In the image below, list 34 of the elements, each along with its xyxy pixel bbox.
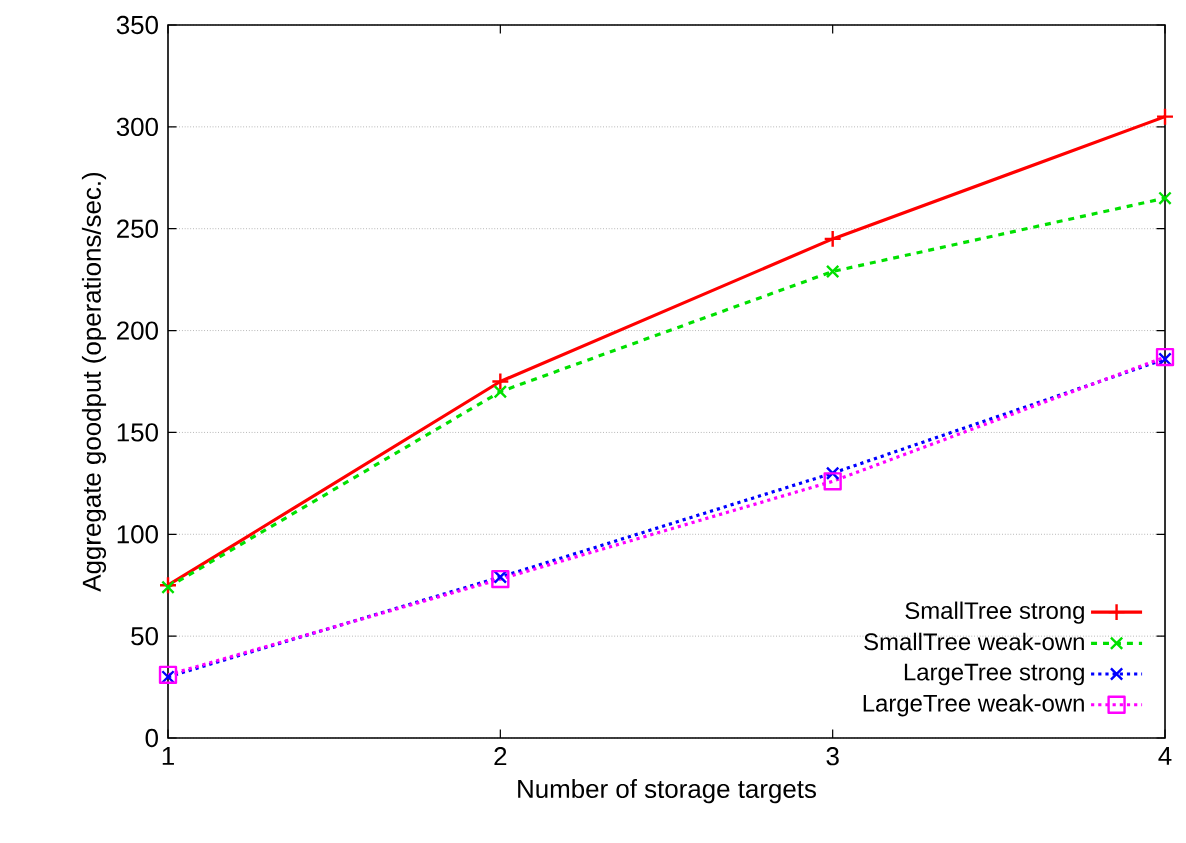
x-tick-label: 1 (162, 747, 174, 765)
y-axis-title: Aggregate goodput (operations/sec.) (81, 172, 107, 592)
y-tick-label: 200 (117, 321, 158, 340)
y-tick-label: 150 (117, 423, 158, 442)
x-tick-label: 4 (1158, 747, 1172, 765)
point (493, 570, 508, 584)
point (493, 384, 508, 399)
point (491, 372, 510, 391)
point (158, 576, 178, 595)
y-tick-label: 250 (117, 219, 158, 238)
legend-label: LargeTree strong (904, 663, 1084, 686)
y-tick-label: 100 (117, 525, 158, 544)
point (823, 472, 842, 491)
point (823, 229, 842, 249)
point (825, 264, 840, 279)
y-tick-label: 50 (131, 626, 158, 646)
point (491, 569, 510, 589)
point (825, 466, 840, 480)
point (1158, 352, 1172, 366)
x-tick-label: 2 (494, 747, 507, 766)
point (161, 670, 175, 684)
x-axis-title: Number of storage targets (518, 779, 816, 804)
point (158, 665, 178, 685)
legend-label: SmallTree weak-own (864, 632, 1084, 651)
point (161, 580, 175, 595)
legend-label: SmallTree strong (905, 601, 1084, 624)
point (1155, 107, 1175, 126)
legend-label: LargeTree weak-own (863, 694, 1084, 717)
x-tick-label: 3 (826, 747, 839, 766)
point (1158, 191, 1172, 205)
point (1155, 347, 1175, 367)
y-tick-label: 350 (116, 15, 158, 35)
y-tick-label: 300 (116, 117, 158, 137)
y-tick-label: 0 (145, 728, 158, 748)
